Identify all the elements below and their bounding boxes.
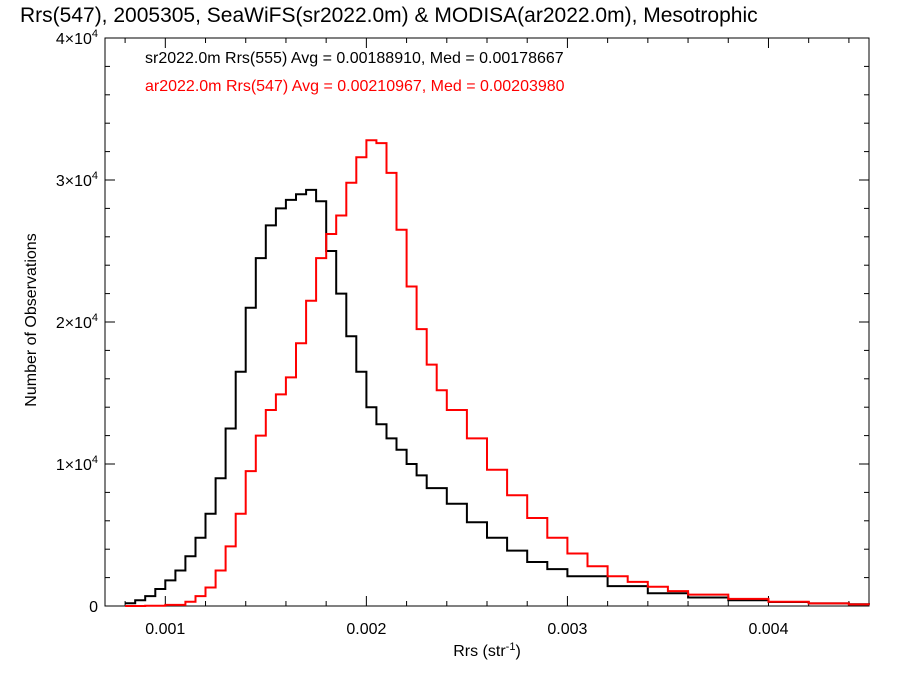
x-tick-label: 0.003 <box>547 621 587 638</box>
x-tick-label: 0.001 <box>145 621 185 638</box>
y-tick-label: 2×104 <box>56 312 98 332</box>
x-tick-label: 0.004 <box>748 621 788 638</box>
plot-frame <box>104 37 870 607</box>
legend-entry-black: sr2022.0m Rrs(555) Avg = 0.00188910, Med… <box>145 50 564 67</box>
chart-title: Rrs(547), 2005305, SeaWiFS(sr2022.0m) & … <box>20 4 758 27</box>
y-axis-label: Number of Observations <box>23 233 40 406</box>
y-tick-label: 3×104 <box>56 170 98 190</box>
y-tick-label: 4×104 <box>56 28 98 48</box>
x-tick-label: 0.002 <box>346 621 386 638</box>
y-tick-label: 1×104 <box>56 454 98 474</box>
series-line-1 <box>125 139 870 607</box>
series-layer <box>125 139 870 607</box>
legend-entry-red: ar2022.0m Rrs(547) Avg = 0.00210967, Med… <box>145 78 565 95</box>
y-axis-ticks: 0 1×104 2×104 3×104 4×104 <box>56 28 869 616</box>
x-axis-label: Rrs (str-1) <box>453 641 521 660</box>
x-axis-ticks: 0.001 0.002 0.003 0.004 <box>124 38 850 638</box>
y-tick-label: 0 <box>89 599 98 616</box>
